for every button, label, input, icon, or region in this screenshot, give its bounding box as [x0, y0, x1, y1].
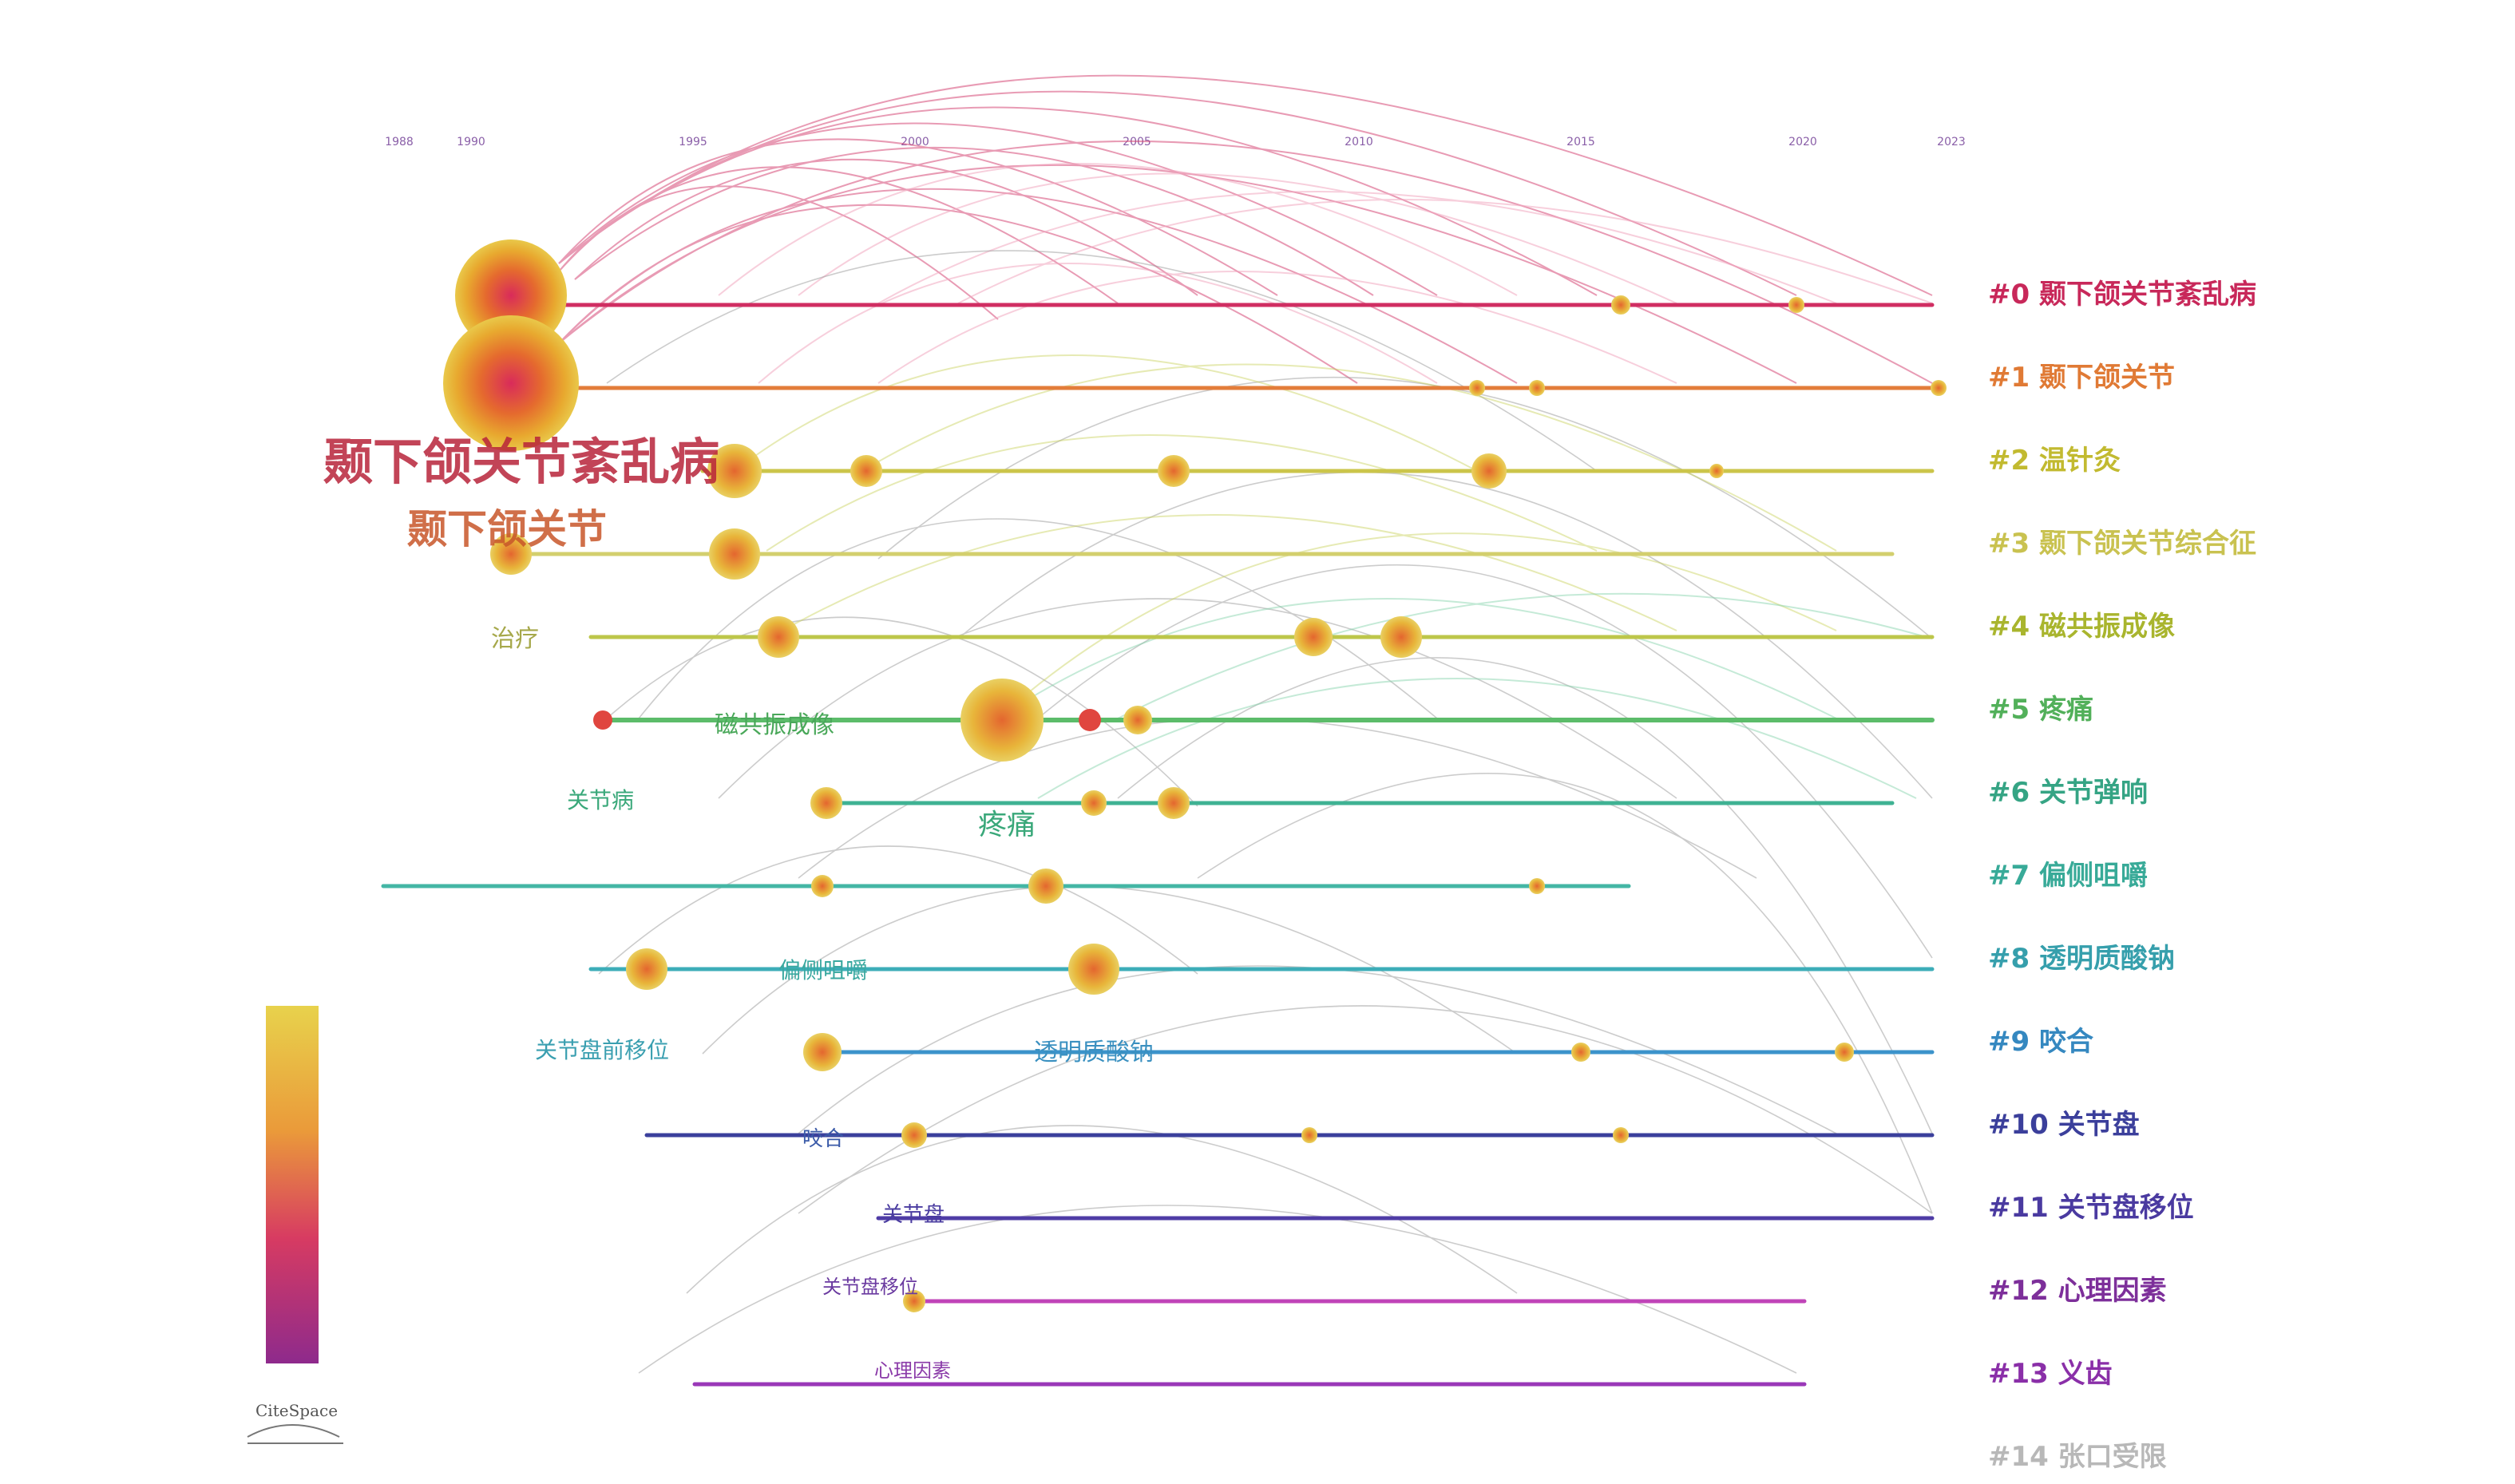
keyword-label: 关节盘前移位 [535, 1037, 669, 1063]
year-label: 1988 [385, 136, 414, 148]
year-label: 2020 [1788, 136, 1817, 148]
node[interactable] [1301, 1127, 1317, 1143]
node[interactable] [626, 948, 667, 990]
logo-text: CiteSpace [255, 1401, 338, 1420]
keyword-labels: 颞下颌关节紊乱病 颞下颌关节 治疗 磁共振成像 疼痛 关节病 偏侧咀嚼 关节盘前… [323, 433, 1154, 1382]
node[interactable] [707, 444, 762, 498]
node[interactable] [1068, 944, 1119, 995]
keyword-label: 关节病 [567, 787, 634, 813]
cluster-label-8[interactable]: #8 透明质酸钠 [1988, 943, 2175, 975]
node[interactable] [1613, 1127, 1629, 1143]
keyword-label: 治疗 [491, 625, 539, 653]
node[interactable] [810, 787, 842, 819]
keyword-sub: 颞下颌关节 [407, 505, 607, 552]
node[interactable] [1788, 297, 1804, 313]
cluster-labels: #0 颞下颌关节紊乱病 #1 颞下颌关节 #2 温针灸 #3 颞下颌关节综合征 … [1988, 279, 2256, 1473]
node[interactable] [758, 616, 799, 658]
node[interactable] [443, 315, 579, 451]
node[interactable] [960, 679, 1044, 762]
cluster-label-11[interactable]: #11 关节盘移位 [1988, 1192, 2194, 1224]
node[interactable] [1571, 1043, 1590, 1062]
cluster-label-5[interactable]: #5 疼痛 [1988, 694, 2093, 726]
cluster-label-3[interactable]: #3 颞下颌关节综合征 [1988, 528, 2256, 560]
node[interactable] [850, 455, 882, 487]
keyword-main: 颞下颌关节紊乱病 [323, 433, 719, 491]
node[interactable] [811, 875, 834, 897]
keyword-label: 关节盘移位 [822, 1276, 918, 1298]
cluster-label-10[interactable]: #10 关节盘 [1988, 1109, 2140, 1141]
year-label: 1990 [457, 136, 485, 148]
keyword-label: 关节盘 [882, 1203, 945, 1227]
year-label: 2023 [1937, 136, 1966, 148]
cluster-label-1[interactable]: #1 颞下颌关节 [1988, 362, 2175, 394]
keyword-label: 磁共振成像 [715, 711, 834, 739]
node[interactable] [490, 533, 532, 575]
node[interactable] [903, 1290, 925, 1312]
citation-arcs-pink [718, 163, 1933, 384]
keyword-label: 疼痛 [978, 809, 1036, 841]
node[interactable] [1709, 464, 1724, 478]
node[interactable] [1529, 878, 1545, 894]
node[interactable] [709, 528, 760, 580]
keyword-label: 心理因素 [874, 1359, 951, 1382]
year-color-legend [266, 1006, 319, 1363]
citespace-logo: CiteSpace [247, 1401, 343, 1444]
keyword-nodes [443, 239, 1947, 1312]
cluster-label-9[interactable]: #9 咬合 [1988, 1026, 2093, 1058]
node[interactable] [1294, 618, 1333, 656]
node[interactable] [1079, 709, 1101, 731]
citation-arcs-teal [997, 592, 1933, 799]
node[interactable] [1158, 455, 1190, 487]
node[interactable] [1123, 706, 1152, 734]
citation-arcs-red [558, 74, 1933, 384]
year-label: 2000 [901, 136, 929, 148]
node[interactable] [1835, 1043, 1854, 1062]
node[interactable] [1158, 787, 1190, 819]
citation-arcs-grey [598, 250, 1933, 1374]
node[interactable] [1469, 380, 1485, 396]
year-label: 2015 [1566, 136, 1595, 148]
node[interactable] [1931, 380, 1947, 396]
year-label: 2010 [1345, 136, 1373, 148]
cluster-label-7[interactable]: #7 偏侧咀嚼 [1988, 860, 2148, 892]
cluster-label-12[interactable]: #12 心理因素 [1988, 1275, 2167, 1307]
cluster-label-4[interactable]: #4 磁共振成像 [1988, 611, 2175, 643]
node[interactable] [1471, 453, 1507, 489]
node[interactable] [593, 710, 612, 730]
cluster-label-0[interactable]: #0 颞下颌关节紊乱病 [1988, 279, 2256, 311]
node[interactable] [901, 1122, 927, 1148]
keyword-label: 偏侧咀嚼 [778, 957, 868, 983]
cluster-label-14[interactable]: #14 张口受限 [1988, 1441, 2167, 1473]
year-label: 1995 [679, 136, 707, 148]
cluster-label-13[interactable]: #13 义齿 [1988, 1358, 2113, 1390]
cluster-label-2[interactable]: #2 温针灸 [1988, 445, 2121, 477]
cluster-lines [381, 303, 1935, 1387]
year-label: 2005 [1123, 136, 1151, 148]
node[interactable] [1611, 295, 1630, 315]
cluster-label-6[interactable]: #6 关节弹响 [1988, 777, 2148, 809]
year-axis: 1988 1990 1995 2000 2005 2010 2015 2020 … [385, 136, 1966, 148]
node[interactable] [803, 1033, 842, 1071]
node[interactable] [1529, 380, 1545, 396]
node[interactable] [1081, 790, 1107, 816]
node[interactable] [1380, 616, 1422, 658]
keyword-label: 咬合 [802, 1127, 844, 1151]
node[interactable] [1028, 869, 1063, 904]
keyword-label: 透明质酸钠 [1034, 1039, 1154, 1067]
